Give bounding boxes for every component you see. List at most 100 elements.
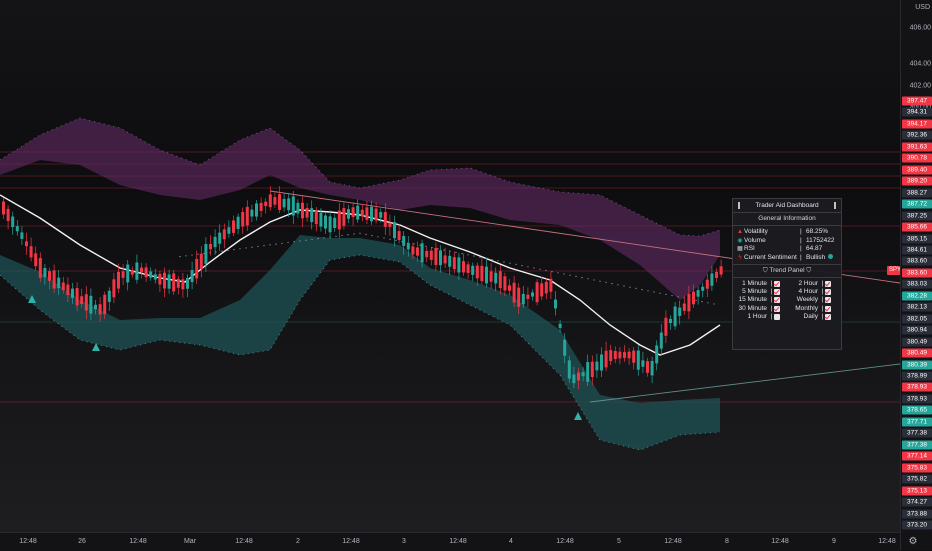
price-label: 375.82 [902,474,932,484]
trail-dot [635,287,637,289]
price-label: 380.94 [902,325,932,335]
candle [462,261,465,273]
price-label: 387.72 [902,199,932,209]
time-tick: 26 [78,538,86,545]
trail-dot [491,259,493,261]
trail-dot [539,268,541,270]
candle [38,258,42,278]
candle [577,372,580,381]
time-tick: 12:48 [342,538,360,545]
time-tick: 12:48 [771,538,789,545]
price-label: 377.71 [902,417,932,427]
separator: | [821,304,824,312]
candle [535,282,539,303]
candle [595,361,599,371]
candle [305,207,309,218]
trail-dot [197,253,199,255]
candle [655,345,659,364]
candle [480,265,484,282]
time-axis[interactable]: 12:48 26 12:48 Mar 12:48 2 12:48 3 12:48 4 12:48 5 1… [0,532,900,551]
candle [351,207,355,217]
candle [241,211,245,227]
trail-dot [335,235,337,237]
candle [314,210,318,225]
candle [554,299,557,309]
time-tick: 12:48 [235,538,253,545]
candle [195,258,199,279]
candle [209,243,212,250]
candle [360,209,364,217]
candle [282,198,286,208]
price-label: 383.60 [902,256,932,266]
empty-check-icon [774,313,780,320]
trail-dot [557,272,559,274]
trail-dot [503,261,505,263]
separator: | [770,280,773,287]
check-icon [774,297,780,304]
candle [646,361,649,373]
price-label: 375.13 [902,486,932,496]
price-label: 394.17 [902,119,932,129]
general-info-row: ▦ RSI | 64.87 [733,245,841,254]
candle [126,264,130,283]
candle [328,216,332,233]
candle [117,271,120,289]
trail-dot [713,303,715,305]
trail-dot [599,280,601,282]
candle [61,282,65,291]
trail-dot [179,256,181,258]
trail-dot [527,266,529,268]
candle [632,350,636,363]
candle [291,196,295,216]
price-axis[interactable]: USD 406.00404.00402.00400.00397.47394.31… [900,0,932,550]
trail-dot [455,251,457,253]
candle [218,232,222,244]
candle [719,266,723,275]
trail-dot [317,238,319,240]
candle [503,276,507,291]
candle [43,267,47,278]
trail-dot [257,245,259,248]
candle [452,257,456,270]
candle [121,271,125,278]
symbol-tag: SPY [887,266,903,275]
trail-dot [395,239,397,241]
trail-dot [647,290,649,292]
candle [420,243,424,263]
trail-dot [347,234,349,236]
candle [287,198,291,211]
currency-label: USD [915,4,930,11]
separator: | [821,280,824,287]
trail-dot [191,254,193,256]
price-tick: 406.00 [909,24,931,32]
price-label: 377.38 [902,428,932,438]
candle [406,243,410,250]
trail-dot [629,286,631,288]
candle [268,194,272,208]
candle [664,317,668,336]
price-label: 378.65 [902,405,932,415]
candle [383,212,387,227]
price-chart[interactable] [0,0,900,532]
candle [278,194,281,210]
settings-icon[interactable]: ⚙ [908,536,918,547]
candle [176,278,180,288]
candle [636,350,640,370]
general-info-row: ϟ Current Sentiment | Bullish [733,253,841,263]
candle [572,374,576,384]
shield-icon: ⛉ [806,267,812,274]
trail-dot [251,246,253,248]
candle [190,270,194,283]
trail-dot [623,285,625,287]
trail-dot [287,241,289,244]
time-tick: 5 [617,538,621,545]
candle [650,360,654,376]
candle [485,266,488,284]
trader-aid-dashboard: Trader Aid Dashboard General Information… [732,198,842,350]
candle [6,208,10,221]
candle [144,267,148,278]
trail-dot [371,235,373,237]
check-icon [825,305,831,312]
trail-dot [239,248,241,250]
buy-signal-triangle [28,295,36,303]
